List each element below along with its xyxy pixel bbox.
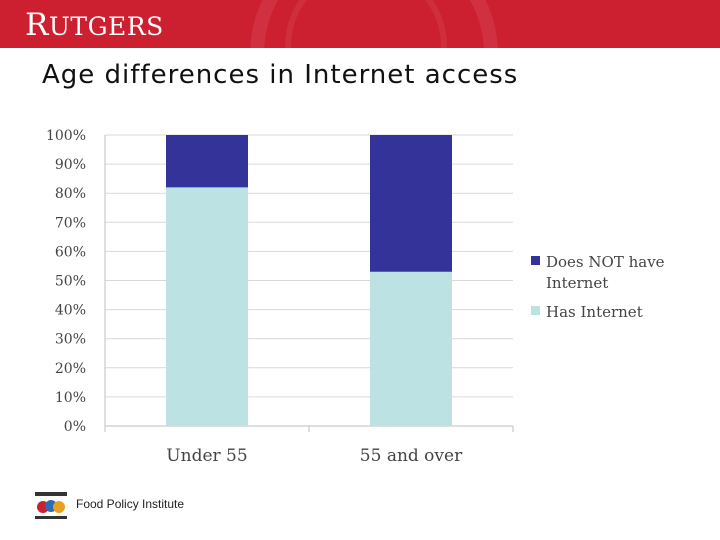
y-tick-label: 80%: [55, 186, 86, 202]
institute-logo: [35, 492, 67, 519]
y-tick-label: 90%: [55, 157, 86, 173]
legend-label: Does NOT have: [546, 253, 665, 271]
seal-watermark-inner: [285, 0, 447, 48]
bar-segment-has-internet: [166, 187, 248, 426]
legend-label: Has Internet: [546, 303, 643, 321]
y-tick-label: 10%: [55, 390, 86, 406]
footer-institute-name: Food Policy Institute: [76, 497, 185, 511]
y-tick-label: 40%: [55, 303, 86, 319]
bar-segment-has-internet: [370, 271, 452, 426]
bar-segment-does-not-have-internet: [166, 135, 248, 188]
legend-swatch: [531, 256, 540, 265]
legend-swatch: [531, 306, 540, 315]
header-banner: RUTGERS: [0, 0, 720, 48]
y-tick-label: 50%: [55, 274, 86, 290]
legend-label: Internet: [546, 274, 608, 292]
slide-title: Age differences in Internet access: [42, 60, 519, 90]
y-tick-label: 0%: [64, 419, 86, 435]
y-tick-label: 30%: [55, 332, 86, 348]
x-category-label: 55 and over: [360, 446, 463, 466]
y-tick-label: 60%: [55, 244, 86, 260]
rutgers-logo: RUTGERS: [25, 7, 164, 43]
x-category-label: Under 55: [166, 446, 247, 466]
y-tick-label: 100%: [46, 128, 86, 144]
y-tick-label: 70%: [55, 215, 86, 231]
bar-segment-does-not-have-internet: [370, 135, 452, 272]
y-tick-label: 20%: [55, 361, 86, 377]
